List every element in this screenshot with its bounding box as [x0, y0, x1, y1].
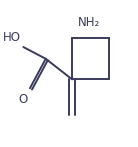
Text: HO: HO: [3, 31, 21, 44]
Text: O: O: [18, 93, 27, 106]
Text: NH₂: NH₂: [77, 16, 100, 29]
